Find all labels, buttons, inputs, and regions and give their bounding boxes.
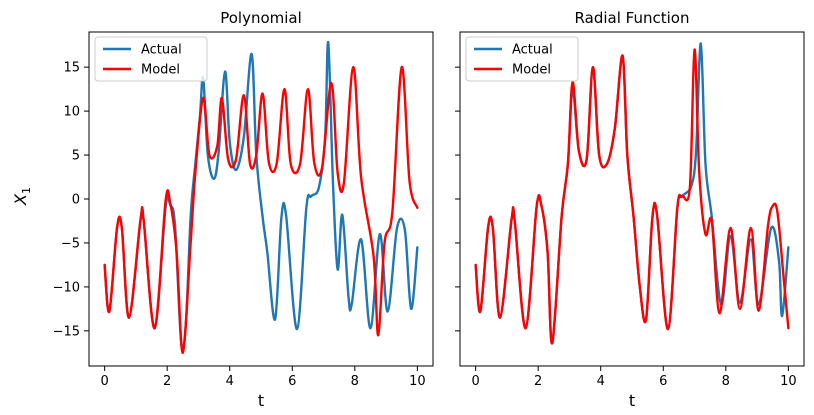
y-tick-label: 10 — [63, 105, 80, 120]
legend-label-actual: Actual — [141, 43, 182, 58]
legend: Actual Model — [465, 36, 579, 82]
panel-title: Polynomial — [220, 9, 302, 27]
series-line-model — [474, 48, 790, 345]
y-tick-label: 0 — [72, 193, 80, 208]
series-line-model — [103, 65, 419, 355]
x-tick-label: 0 — [471, 374, 479, 389]
x-axis-label: t — [258, 391, 264, 410]
x-tick-label: 2 — [534, 374, 542, 389]
y-tick-label: −5 — [61, 236, 80, 251]
y-tick-label: −10 — [53, 280, 80, 295]
x-tick-label: 4 — [226, 374, 234, 389]
shared-y-axis-label: X1 — [11, 187, 33, 206]
x-axis-label: t — [629, 391, 635, 410]
x-tick-label: 10 — [780, 374, 797, 389]
legend-label-model: Model — [141, 63, 180, 78]
legend-label-actual: Actual — [512, 43, 553, 58]
y-axis-label: X1 — [11, 187, 33, 206]
x-tick-label: 8 — [351, 374, 359, 389]
panel-polynomial: Polynomial 0 2 4 6 8 10 −15 −10 −5 0 5 10 15 t Actual Mo… — [53, 9, 434, 410]
y-tick-label: 15 — [63, 61, 80, 76]
y-tick-label: 5 — [72, 149, 80, 164]
y-tick-label: −15 — [53, 324, 80, 339]
panel-title: Radial Function — [575, 9, 690, 27]
x-tick-label: 6 — [659, 374, 667, 389]
x-tick-label: 4 — [597, 374, 605, 389]
x-tick-label: 0 — [100, 374, 108, 389]
x-tick-label: 6 — [288, 374, 296, 389]
legend-label-model: Model — [512, 63, 551, 78]
x-tick-label: 8 — [722, 374, 730, 389]
panel-radial-function: Radial Function 0 2 4 6 8 10 t Actual Model — [455, 9, 805, 410]
x-tick-label: 10 — [409, 374, 426, 389]
legend: Actual Model — [94, 36, 208, 82]
x-tick-label: 2 — [163, 374, 171, 389]
